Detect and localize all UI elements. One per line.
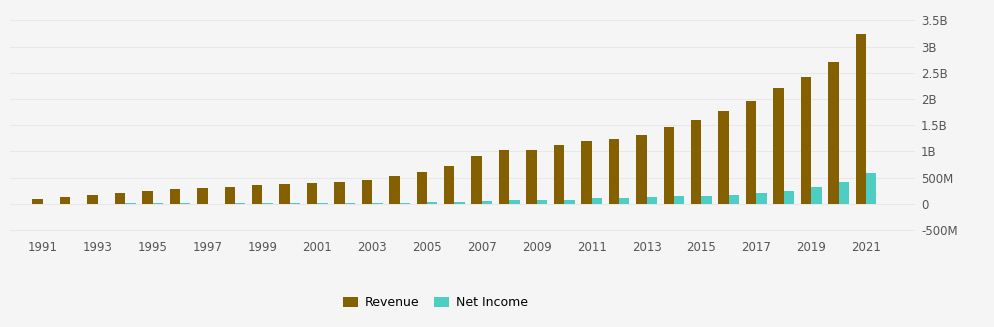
Bar [362, 180, 372, 204]
Bar [536, 200, 547, 204]
Bar [783, 191, 793, 204]
Bar [125, 203, 135, 204]
Bar [279, 184, 289, 204]
Bar [60, 197, 71, 204]
Bar [800, 77, 810, 204]
Bar [142, 191, 152, 204]
Bar [646, 197, 656, 204]
Bar [564, 199, 575, 204]
Bar [152, 203, 163, 204]
Bar [225, 187, 235, 204]
Bar [114, 193, 125, 204]
Bar [306, 183, 317, 204]
Bar [690, 120, 701, 204]
Bar [526, 150, 536, 204]
Bar [772, 88, 783, 204]
Bar [33, 199, 43, 204]
Bar [372, 203, 382, 204]
Bar [481, 201, 492, 204]
Bar [728, 195, 739, 204]
Bar [169, 189, 180, 204]
Bar [289, 203, 300, 204]
Bar [608, 139, 618, 204]
Bar [262, 203, 272, 204]
Bar [580, 141, 591, 204]
Bar [180, 203, 190, 204]
Bar [416, 172, 426, 204]
Bar [443, 166, 454, 204]
Bar [97, 203, 108, 204]
Bar [344, 203, 355, 204]
Bar [509, 200, 519, 204]
Bar [334, 182, 344, 204]
Bar [317, 203, 327, 204]
Bar [673, 196, 684, 204]
Bar [426, 202, 437, 204]
Bar [591, 198, 601, 204]
Bar [663, 127, 673, 204]
Bar [554, 145, 564, 204]
Bar [498, 150, 509, 204]
Bar [635, 135, 646, 204]
Legend: Revenue, Net Income: Revenue, Net Income [338, 291, 532, 314]
Bar [87, 195, 97, 204]
Bar [454, 202, 464, 204]
Bar [389, 176, 400, 204]
Bar [755, 193, 766, 204]
Bar [718, 111, 728, 204]
Bar [235, 203, 246, 204]
Bar [197, 188, 208, 204]
Bar [838, 182, 848, 204]
Bar [400, 203, 410, 204]
Bar [855, 34, 865, 204]
Bar [827, 62, 838, 204]
Bar [471, 156, 481, 204]
Bar [746, 101, 755, 204]
Bar [810, 187, 821, 204]
Bar [701, 196, 711, 204]
Bar [618, 198, 629, 204]
Bar [865, 173, 876, 204]
Bar [251, 185, 262, 204]
